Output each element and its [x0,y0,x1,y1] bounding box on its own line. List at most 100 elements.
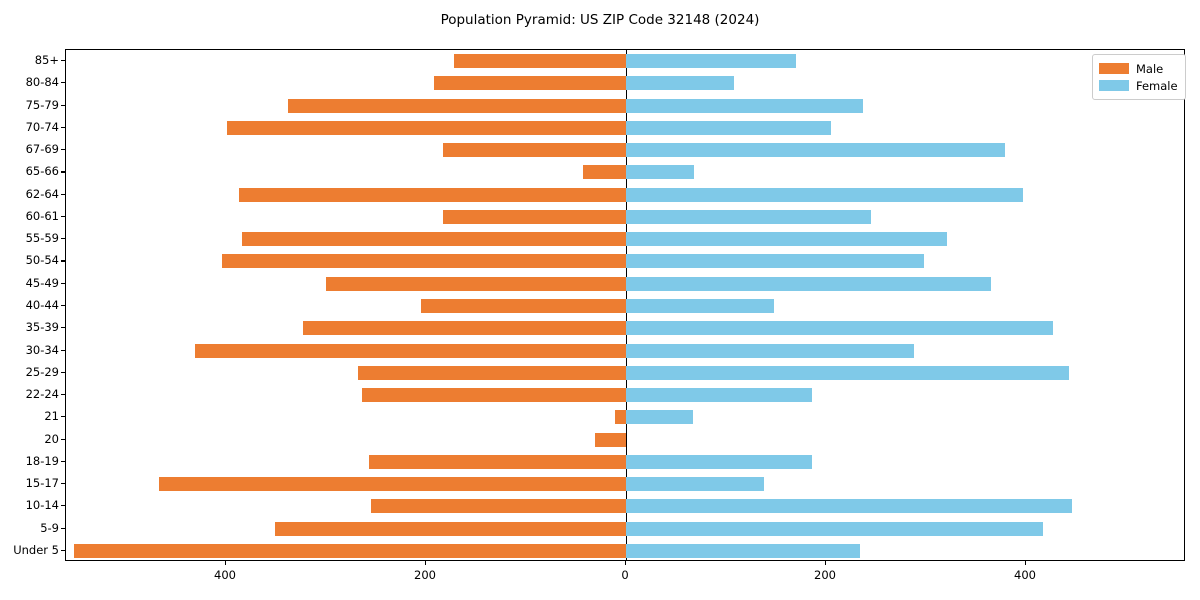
bar-female-15-17 [626,477,764,492]
bar-female-70-74 [626,120,831,135]
bar-male-45-49 [326,276,626,291]
y-tick-label: 22-24 [25,387,59,402]
bar-female-45-49 [626,276,991,291]
y-tick-mark [61,349,65,351]
bar-male-30-34 [195,343,626,358]
y-tick-mark [61,438,65,440]
y-tick-label: Under 5 [13,542,59,557]
bar-female-22-24 [626,388,812,403]
bar-male-70-74 [227,120,626,135]
x-tick-mark [825,561,827,565]
y-tick-label: 80-84 [25,75,59,90]
y-tick-label: 45-49 [25,275,59,290]
x-tick-label: 400 [214,568,236,582]
y-tick-label: 20 [44,431,59,446]
y-tick-label: 75-79 [25,97,59,112]
y-tick-mark [61,193,65,195]
y-tick-mark [61,416,65,418]
y-tick-mark [61,505,65,507]
legend-item-male[interactable]: Male [1099,60,1178,77]
y-tick-mark [61,171,65,173]
y-tick-mark [61,104,65,106]
bar-male-35-39 [303,321,626,336]
bar-female-18-19 [626,454,812,469]
x-tick-mark [425,561,427,565]
legend-label: Female [1136,78,1178,93]
x-tick-label: 400 [1014,568,1036,582]
bar-female-60-61 [626,209,871,224]
y-tick-label: 18-19 [25,453,59,468]
bar-male-21 [615,410,626,425]
y-tick-label: 65-66 [25,164,59,179]
bar-male-65-66 [583,165,626,180]
y-tick-mark [61,149,65,151]
x-tick-mark [225,561,227,565]
bar-female-67-69 [626,143,1005,158]
x-tick-label: 0 [621,568,629,582]
y-tick-label: 60-61 [25,208,59,223]
bar-female-55-59 [626,232,947,247]
y-tick-mark [61,460,65,462]
chart-title: Population Pyramid: US ZIP Code 32148 (2… [440,12,760,28]
bar-male-80-84 [434,76,626,91]
bar-female-5-9 [626,521,1043,536]
y-tick-mark [61,371,65,373]
y-tick-label: 50-54 [25,253,59,268]
bar-female-25-29 [626,365,1069,380]
bar-male-under-5 [74,543,626,558]
x-tick-mark [1025,561,1027,565]
bar-male-50-54 [222,254,626,269]
bars-container [66,50,1184,560]
y-tick-mark [61,238,65,240]
y-tick-label: 62-64 [25,186,59,201]
bar-male-22-24 [362,388,626,403]
y-tick-label: 30-34 [25,342,59,357]
y-tick-mark [61,549,65,551]
bar-female-65-66 [626,165,694,180]
x-tick-mark [625,561,627,565]
bar-male-62-64 [239,187,626,202]
bar-female-10-14 [626,499,1072,514]
bar-female-75-79 [626,98,863,113]
legend-item-female[interactable]: Female [1099,77,1178,94]
bar-male-67-69 [443,143,626,158]
y-tick-label: 67-69 [25,142,59,157]
bar-male-40-44 [421,299,626,313]
y-tick-label: 55-59 [25,231,59,246]
bar-male-20 [595,432,626,447]
bar-male-10-14 [371,499,626,514]
y-tick-mark [61,82,65,84]
y-tick-mark [61,483,65,485]
y-tick-label: 10-14 [25,498,59,513]
bar-female-80-84 [626,76,734,91]
y-tick-mark [61,394,65,396]
bar-male-60-61 [443,209,626,224]
bar-female-35-39 [626,321,1053,336]
bar-female-62-64 [626,187,1023,202]
bar-female-40-44 [626,299,774,313]
bar-male-55-59 [242,232,626,247]
chart-legend: Male Female [1092,54,1186,100]
y-tick-mark [61,126,65,128]
y-tick-mark [61,215,65,218]
legend-label: Male [1136,61,1164,76]
bar-male-5-9 [275,521,626,536]
bar-female-under-5 [626,543,860,558]
y-tick-label: 85+ [34,53,59,68]
plot-area [65,49,1185,561]
y-tick-label: 40-44 [25,298,59,312]
legend-swatch-male [1099,63,1129,74]
bar-female-85- [626,54,796,69]
y-tick-mark [61,305,65,307]
y-tick-label: 70-74 [25,119,59,134]
y-tick-label: 21 [44,409,59,424]
bar-female-50-54 [626,254,924,269]
y-tick-mark [61,282,65,284]
bar-male-25-29 [358,365,626,380]
bar-male-18-19 [369,454,626,469]
y-tick-mark [61,327,65,329]
bar-female-30-34 [626,343,914,358]
y-tick-label: 5-9 [40,520,59,535]
x-tick-label: 200 [414,568,436,582]
